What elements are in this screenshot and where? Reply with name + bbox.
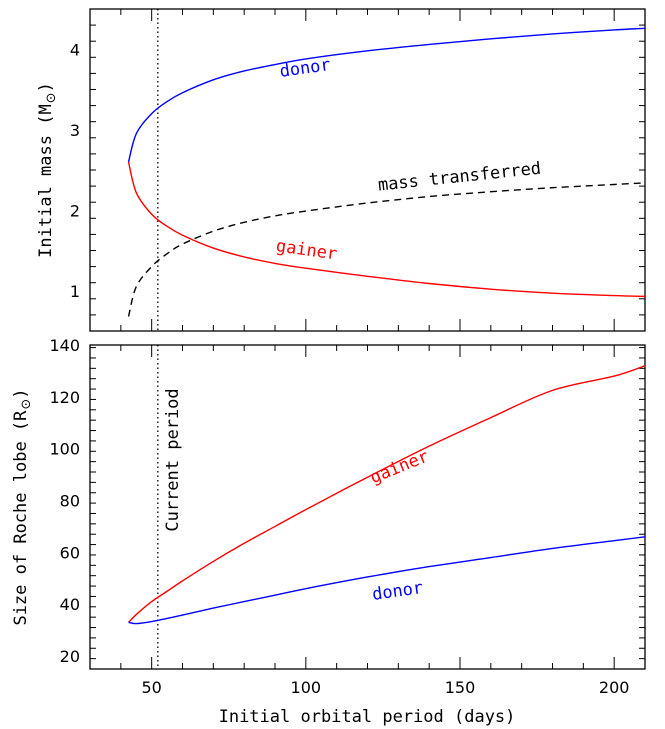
annotation-donor: donor — [371, 578, 424, 605]
y-tick-label: 100 — [49, 440, 80, 459]
x-tick-label: 200 — [599, 678, 630, 697]
bottom-panel: 50 100 150 200 20 40 60 80 100 120 140 Current per… — [11, 336, 646, 727]
y-tick-label: 60 — [60, 543, 80, 562]
bottom-series — [128, 365, 646, 625]
y-tick-label: 3 — [70, 121, 80, 140]
annotation-gainer: gainer — [275, 236, 339, 264]
y-tick-label: 2 — [70, 201, 80, 220]
bottom-y-axis-title: Size of Roche lobe (R⊙) — [11, 388, 34, 625]
current-period-label: Current period — [163, 388, 183, 531]
y-tick-label: 140 — [49, 336, 80, 355]
series-line-gainer — [127, 161, 646, 298]
y-tick-label: 40 — [60, 595, 80, 614]
series-line-donor — [128, 536, 646, 625]
x-tick-label: 150 — [445, 678, 476, 697]
top-panel-frame — [89, 8, 646, 332]
bottom-current-period-line: Current period — [157, 345, 183, 669]
bottom-ticks: 50 100 150 200 20 40 60 80 100 120 140 — [49, 336, 646, 697]
x-tick-label: 50 — [141, 678, 161, 697]
y-tick-label: 80 — [60, 492, 80, 511]
top-series — [127, 27, 646, 317]
x-tick-label: 100 — [291, 678, 322, 697]
series-line-gainer — [128, 365, 646, 623]
y-tick-label: 120 — [49, 388, 80, 407]
bottom-annotations: gainer donor — [367, 447, 431, 605]
series-line-mass-transferred — [127, 182, 646, 317]
top-ticks: 1 2 3 4 — [70, 8, 646, 332]
annotation-donor: donor — [278, 55, 331, 82]
y-tick-label: 4 — [70, 40, 80, 59]
y-tick-label: 1 — [70, 282, 80, 301]
x-axis-title: Initial orbital period (days) — [219, 707, 516, 727]
series-line-donor — [127, 27, 646, 163]
y-tick-label: 20 — [60, 647, 80, 666]
top-y-axis-title: Initial mass (M⊙) — [36, 82, 59, 258]
annotation-gainer: gainer — [367, 447, 431, 489]
